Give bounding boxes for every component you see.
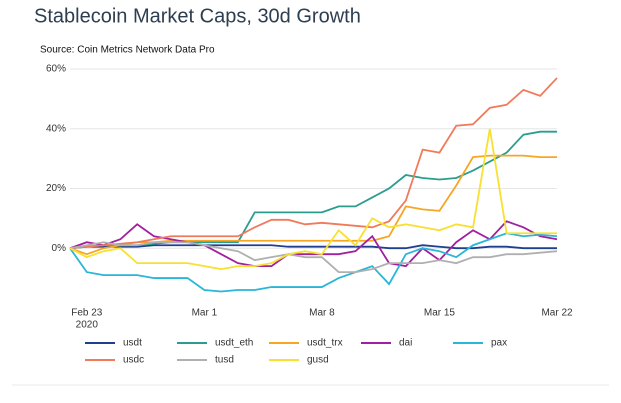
series-line	[69, 128, 557, 271]
y-tick-label: 20%	[46, 183, 66, 194]
x-tick-label: Mar 8	[309, 308, 335, 319]
chart-title: Stablecoin Market Caps, 30d Growth	[34, 5, 361, 27]
legend-label: usdc	[123, 355, 144, 366]
series-line	[69, 241, 558, 274]
x-tick-label: Mar 1	[192, 308, 218, 319]
series-line	[69, 130, 557, 250]
x-tick-label: Feb 23	[71, 308, 103, 319]
y-tick-label: 40%	[46, 123, 66, 134]
legend-label: tusd	[215, 355, 234, 366]
x-tick-sublabel: 2020	[76, 320, 99, 331]
series-line	[69, 232, 558, 293]
legend-label: usdt	[123, 338, 142, 349]
x-tick-label: Mar 15	[424, 308, 456, 319]
x-tick-label: Mar 22	[541, 308, 573, 319]
series-line	[69, 220, 558, 268]
legend-label: pax	[491, 338, 507, 349]
legend-label: dai	[399, 338, 412, 349]
series-line	[69, 77, 558, 250]
series-line	[69, 244, 557, 250]
y-tick-label: 60%	[46, 64, 66, 75]
legend-label: usdt_eth	[215, 338, 253, 349]
legend-label: usdt_trx	[307, 338, 343, 349]
chart-subtitle: Source: Coin Metrics Network Data Pro	[40, 45, 215, 56]
legend-label: gusd	[307, 355, 329, 366]
y-tick-label: 0%	[52, 243, 67, 254]
